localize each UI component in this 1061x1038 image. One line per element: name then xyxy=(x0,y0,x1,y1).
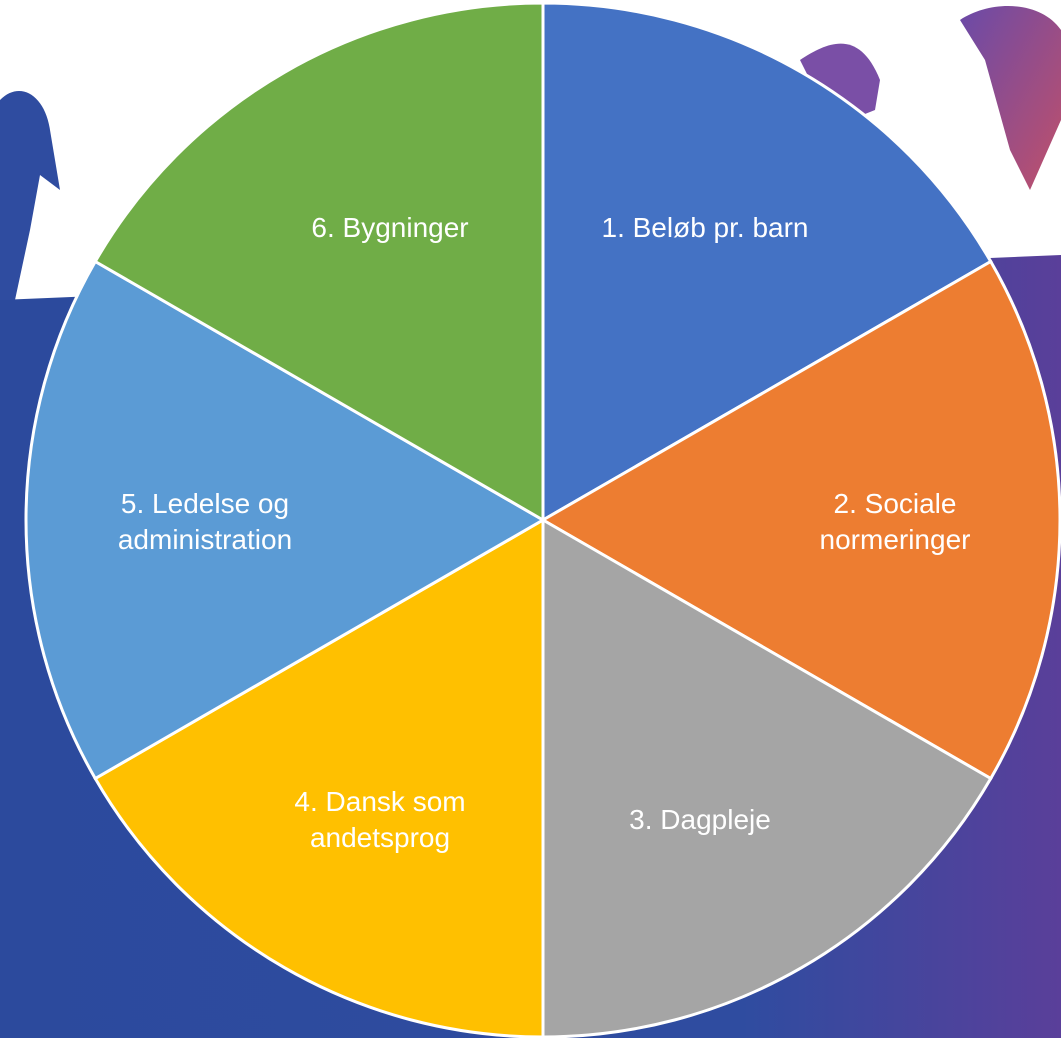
silhouette xyxy=(960,6,1061,190)
pie-slice xyxy=(24,259,546,781)
pie-slice xyxy=(93,1,545,523)
slice-label: 4. Dansk som andetsprog xyxy=(294,786,466,853)
pie-slice xyxy=(541,1,993,523)
slice-label: 6. Bygninger xyxy=(311,212,469,243)
slice-label: 1. Beløb pr. barn xyxy=(601,212,809,243)
pie-slice xyxy=(541,517,993,1038)
slice-label: 3. Dagpleje xyxy=(629,804,771,835)
pie-slice xyxy=(540,259,1061,781)
pie xyxy=(24,1,1061,1038)
slice-label: 2. Sociale normeringer xyxy=(819,488,971,555)
silhouette xyxy=(0,91,60,300)
pie-slice xyxy=(93,517,545,1038)
slice-label: 5. Ledelse og administration xyxy=(117,488,293,555)
silhouette xyxy=(800,43,880,120)
